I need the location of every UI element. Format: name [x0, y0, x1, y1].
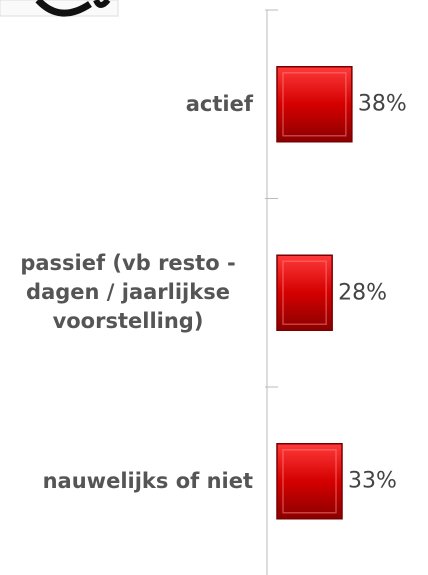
value-label: 28% [338, 280, 388, 306]
category-label: actief [3, 24, 253, 184]
bar [276, 443, 343, 520]
category-label: passief (vb resto -dagen / jaarlijkse vo… [3, 213, 253, 373]
bar-bevel [282, 72, 347, 137]
category-text: nauwelijks of niet [42, 468, 253, 493]
bar [276, 254, 333, 331]
category-label: nauwelijks of niet [3, 401, 253, 561]
value-label: 38% [357, 91, 407, 117]
category-text: actief [185, 91, 253, 116]
bar-bevel [282, 449, 337, 514]
category-text: passief (vb resto -dagen / jaarlijkse vo… [20, 251, 236, 334]
bar [276, 66, 353, 143]
bar-bevel [282, 260, 327, 325]
logo-fragment [0, 0, 119, 17]
value-label: 33% [348, 468, 397, 494]
